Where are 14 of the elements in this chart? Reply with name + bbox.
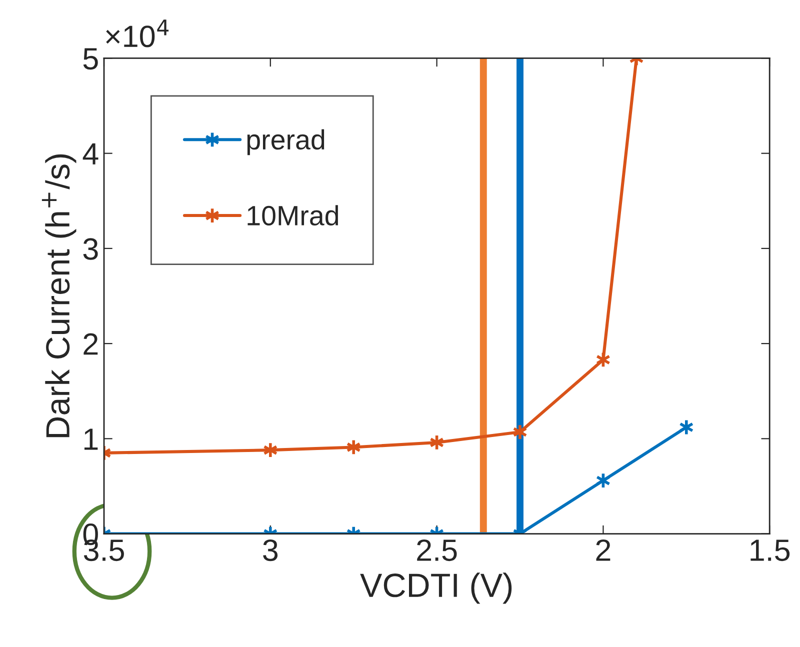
x-tick-label: 2 [596,539,610,561]
text: ×10$^{4}$ [106,20,169,48]
legend-label: 10Mrad [248,205,338,226]
x-axis-title: VCDTI (V) [360,572,512,604]
legend-label: prerad [247,129,324,156]
y-tick-label: 3 [83,238,98,260]
x-tick-label: 1.5 [750,540,790,562]
y-tick-label: 5 [83,48,98,70]
y-axis-title: Dark Current (h$^{+}$/s) [42,154,76,438]
x-tick-label: 2.5 [417,539,457,562]
y-tick-label: 1 [84,428,98,450]
x-tick-label: 3 [263,539,278,562]
y-tick-label: 4 [82,143,98,164]
y-tick-label: 2 [84,333,98,355]
